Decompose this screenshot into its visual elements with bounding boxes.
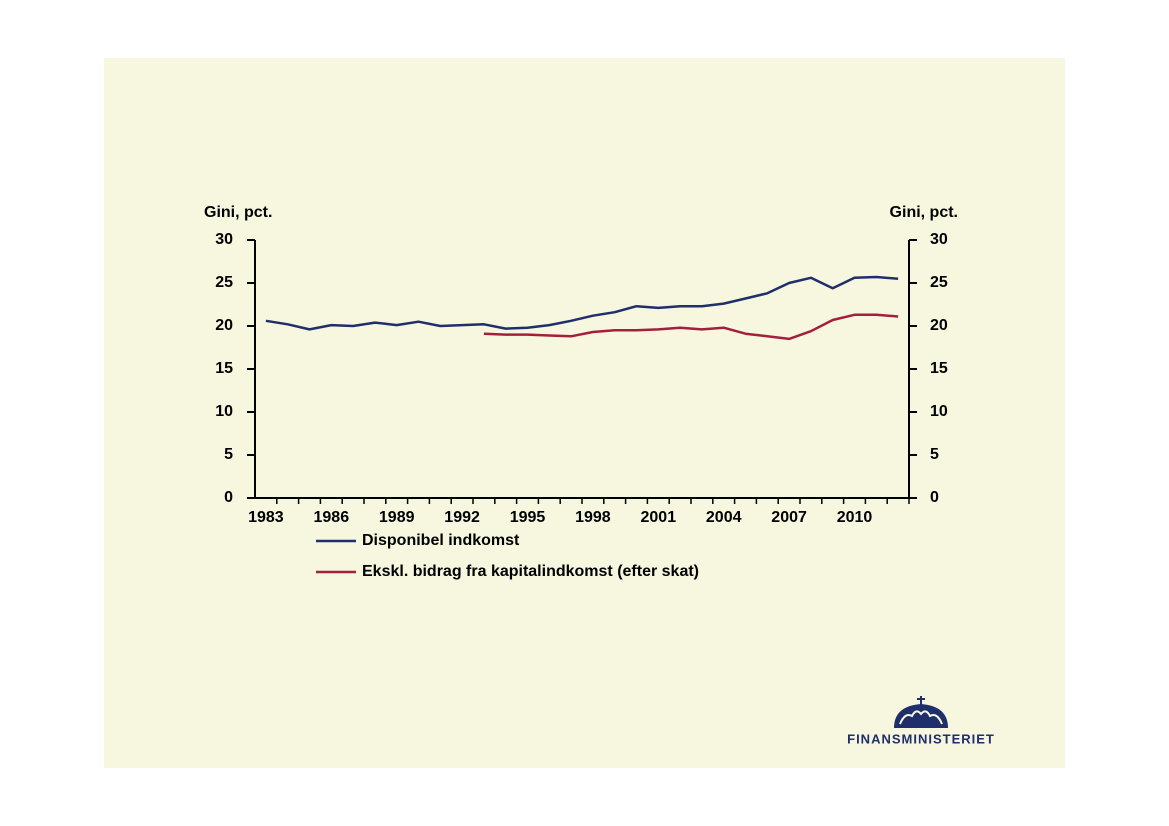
logo-crown-detail	[899, 710, 943, 725]
y2-tick-label: 20	[930, 317, 948, 334]
x-tick-label: 2007	[771, 509, 807, 526]
legend-label: Ekskl. bidrag fra kapitalindkomst (efter…	[362, 563, 699, 580]
series-line	[265, 275, 899, 331]
y2-axis-title: Gini, pct.	[890, 204, 958, 221]
y2-tick-label: 15	[930, 360, 948, 377]
logo-crown	[894, 704, 948, 728]
x-tick-label: 2004	[706, 509, 742, 526]
y-axis-title: Gini, pct.	[204, 204, 272, 221]
x-tick-label: 1983	[248, 509, 284, 526]
y-tick-label: 30	[215, 231, 233, 248]
y-tick-label: 10	[215, 403, 233, 420]
x-tick-label: 1995	[510, 509, 546, 526]
x-tick-label: 2001	[641, 509, 677, 526]
y2-tick-label: 25	[930, 274, 948, 291]
logo: FINANSMINISTERIET	[847, 696, 995, 746]
y-tick-label: 25	[215, 274, 233, 291]
y2-tick-label: 5	[930, 446, 939, 463]
y2-tick-label: 0	[930, 489, 939, 506]
x-tick-label: 1998	[575, 509, 611, 526]
slide-background	[104, 58, 1065, 768]
x-tick-label: 1992	[444, 509, 480, 526]
y-tick-label: 5	[224, 446, 233, 463]
y2-tick-label: 10	[930, 403, 948, 420]
y-tick-label: 20	[215, 317, 233, 334]
logo-text: FINANSMINISTERIET	[847, 731, 995, 746]
x-tick-label: 1986	[314, 509, 350, 526]
x-tick-label: 2010	[837, 509, 873, 526]
x-tick-label: 1989	[379, 509, 415, 526]
y-tick-label: 15	[215, 360, 233, 377]
y-tick-label: 0	[224, 489, 233, 506]
y2-tick-label: 30	[930, 231, 948, 248]
legend-label: Disponibel indkomst	[362, 532, 520, 549]
series-line	[483, 313, 899, 341]
